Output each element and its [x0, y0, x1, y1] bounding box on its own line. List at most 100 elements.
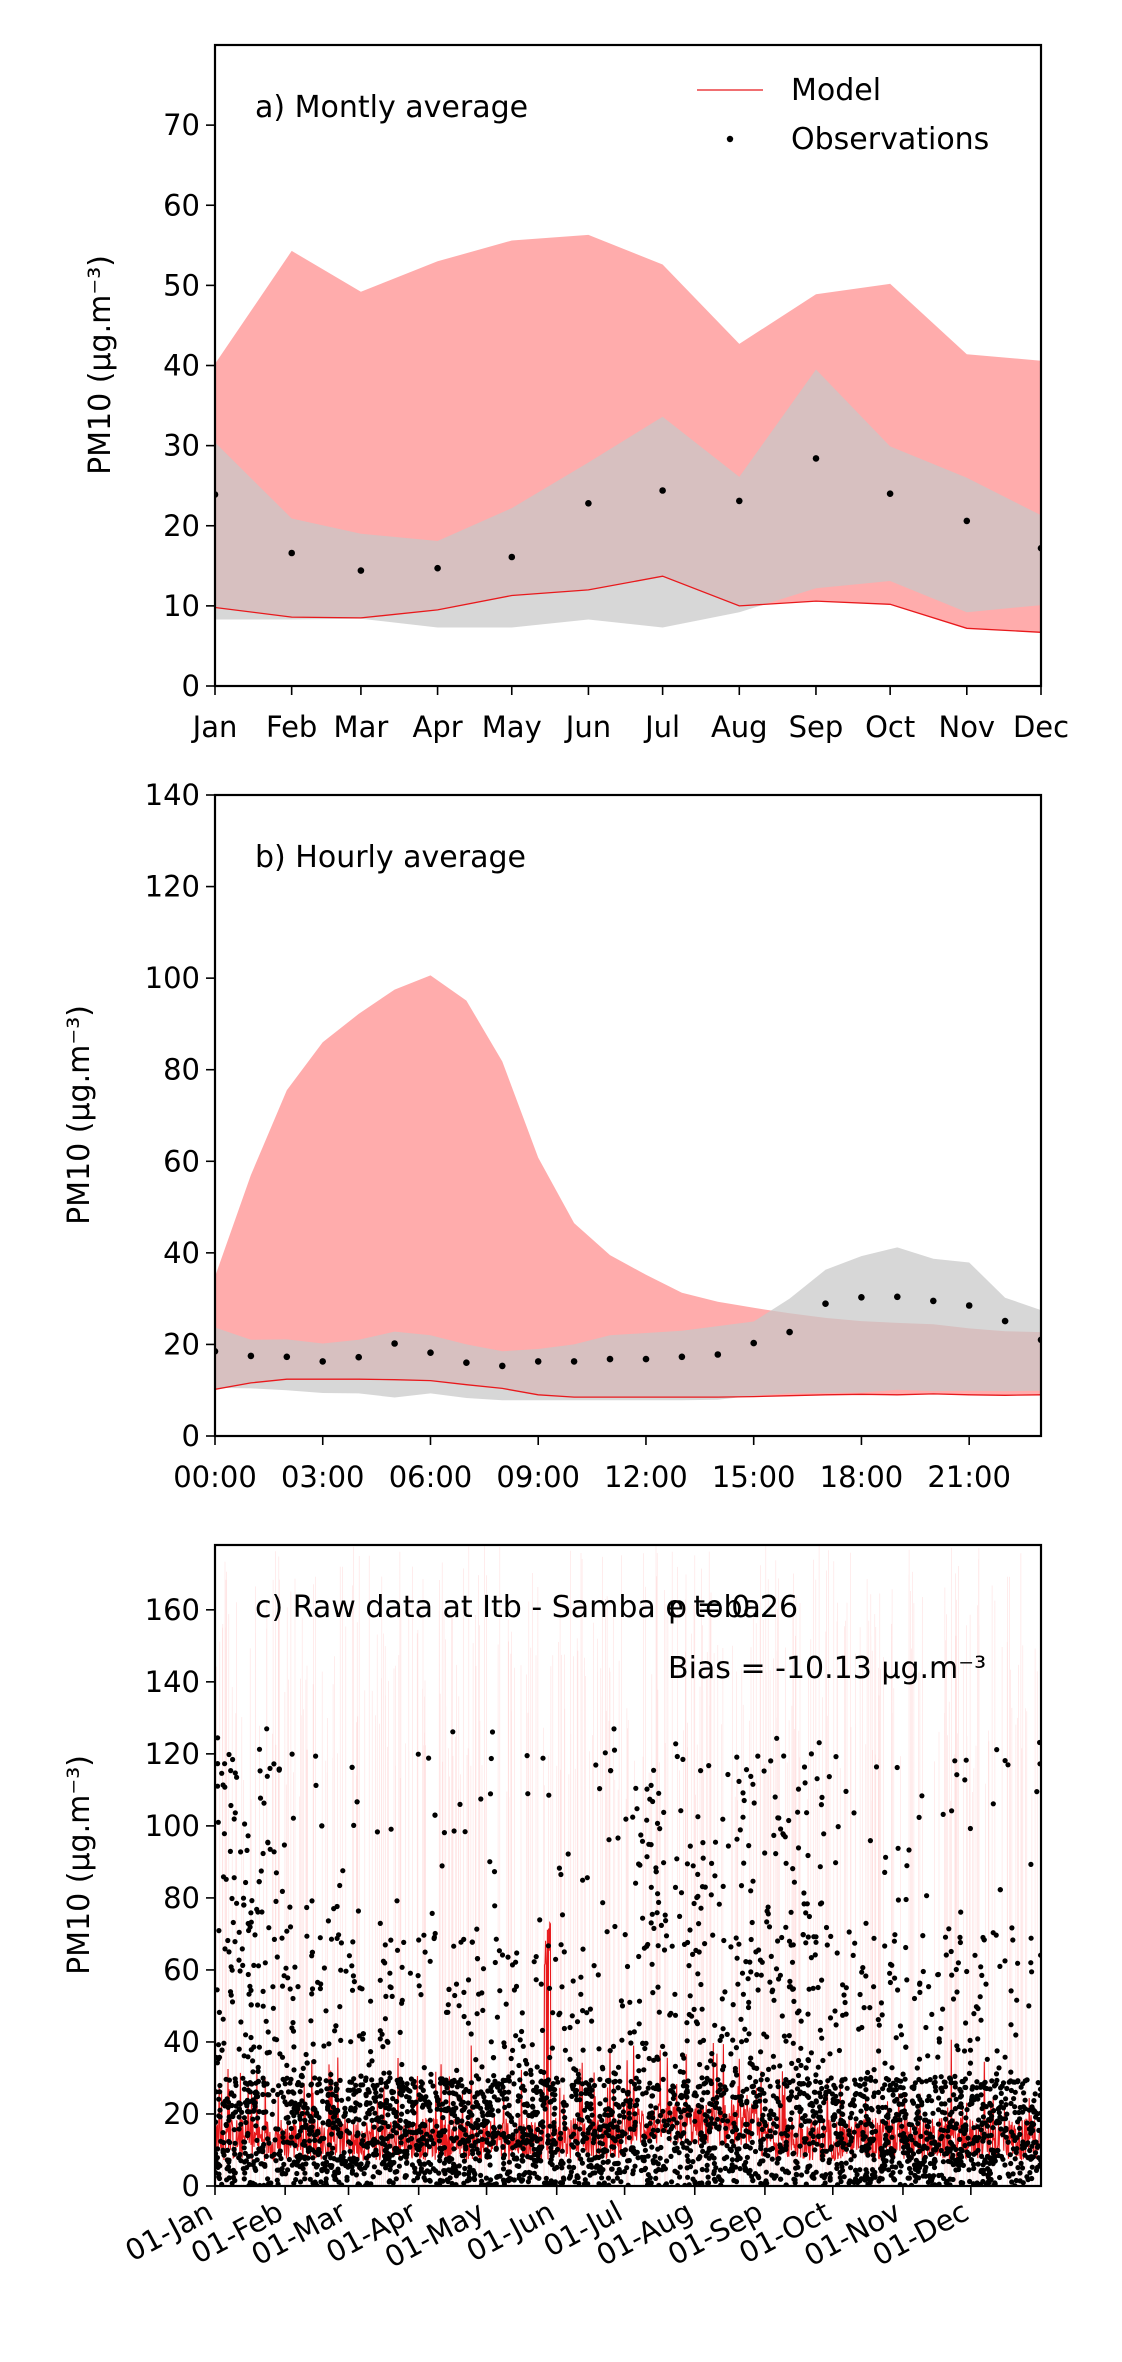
observation-point [263, 2018, 269, 2024]
observation-point [472, 2171, 478, 2177]
observation-point [558, 1942, 564, 1948]
observation-point [642, 2147, 649, 2153]
observation-point [1013, 2177, 1019, 2184]
observation-point [872, 2078, 879, 2084]
observation-point [936, 2039, 943, 2045]
observation-point [216, 2054, 223, 2060]
observation-point [241, 2139, 247, 2145]
observation-point [434, 564, 441, 572]
observation-point [241, 2115, 247, 2121]
observation-point [906, 2165, 913, 2172]
observation-point [276, 2152, 283, 2158]
observation-point [1010, 2171, 1016, 2177]
observation-point [423, 2094, 429, 2100]
observation-point [479, 2064, 485, 2070]
observation-point [323, 2008, 329, 2014]
observation-point [791, 1879, 798, 1885]
observation-point [473, 2057, 479, 2063]
observation-point [698, 1905, 704, 1911]
observation-point [650, 2127, 656, 2133]
observation-point [397, 2148, 403, 2154]
observation-point [256, 1746, 263, 1752]
observation-point [748, 1969, 754, 1975]
observation-point [952, 2106, 959, 2112]
observation-point [873, 1764, 880, 1770]
observation-point [1031, 2121, 1037, 2127]
observation-point [341, 2150, 347, 2156]
observation-point [678, 1353, 686, 1361]
observation-point [397, 2091, 403, 2097]
observation-point [823, 1924, 830, 1931]
observation-point [737, 2155, 743, 2161]
observation-point [241, 2053, 247, 2059]
observation-point [408, 2136, 415, 2142]
observation-point [294, 2082, 301, 2088]
observation-point [930, 1297, 937, 1305]
observation-point [672, 2168, 678, 2174]
observation-point [733, 2045, 740, 2051]
observation-point [548, 2157, 554, 2163]
observation-point [632, 2103, 638, 2109]
observation-point [778, 2176, 784, 2182]
observation-point [795, 1809, 801, 1815]
observation-point [893, 2035, 899, 2041]
observation-point [490, 2134, 496, 2140]
observation-point [243, 2158, 249, 2164]
observation-point [586, 2118, 592, 2124]
observation-point [584, 1875, 590, 1881]
observation-point [540, 2124, 546, 2130]
observation-point [629, 2145, 635, 2151]
observation-point [309, 1986, 316, 1992]
observation-point [701, 2090, 707, 2096]
observation-point [736, 1941, 742, 1947]
observation-point [834, 2161, 840, 2168]
observation-point [525, 2179, 532, 2185]
observation-point [876, 2022, 882, 2028]
observation-point [513, 2033, 519, 2039]
observation-point [412, 2165, 418, 2171]
observation-point [946, 2097, 953, 2103]
observation-point [883, 2149, 889, 2155]
panel-b-plot-area [215, 975, 1041, 1401]
observation-point [551, 2131, 557, 2137]
observation-point [215, 1735, 221, 1741]
observation-point [428, 2079, 434, 2085]
observation-point [548, 2178, 554, 2184]
observation-point [931, 2173, 937, 2179]
observation-point [586, 2082, 592, 2088]
observation-point [839, 2077, 845, 2083]
observation-point [216, 2096, 222, 2102]
observation-point [394, 2146, 400, 2152]
observation-point [421, 1932, 427, 1938]
observation-point [790, 2040, 796, 2046]
observation-points [215, 1726, 1041, 2186]
observation-point [391, 1340, 398, 1347]
observation-point [403, 2085, 410, 2091]
observation-point [255, 1963, 262, 1969]
observation-point [690, 2159, 696, 2165]
observation-point [215, 1761, 221, 1767]
observation-point [765, 1904, 771, 1910]
observation-point [963, 2084, 969, 2091]
observation-point [957, 1934, 963, 1940]
observation-point [622, 2131, 628, 2137]
observation-point [815, 2133, 822, 2139]
observation-point [774, 2160, 780, 2166]
observation-point [663, 2181, 669, 2186]
y-tick-label: 40 [163, 349, 200, 383]
observation-point [711, 2176, 718, 2182]
observation-point [273, 1898, 279, 1904]
observation-point [236, 2126, 242, 2132]
observation-point [325, 2091, 331, 2097]
observation-point [940, 2159, 947, 2165]
observation-point [376, 2126, 383, 2133]
observation-point [812, 455, 820, 462]
observation-point [229, 1895, 235, 1902]
observation-point [349, 2158, 355, 2164]
observation-point [349, 1764, 355, 1770]
observation-point [436, 2138, 442, 2144]
observation-point [507, 2175, 513, 2181]
observation-point [892, 1932, 898, 1938]
observation-point [958, 2128, 964, 2134]
